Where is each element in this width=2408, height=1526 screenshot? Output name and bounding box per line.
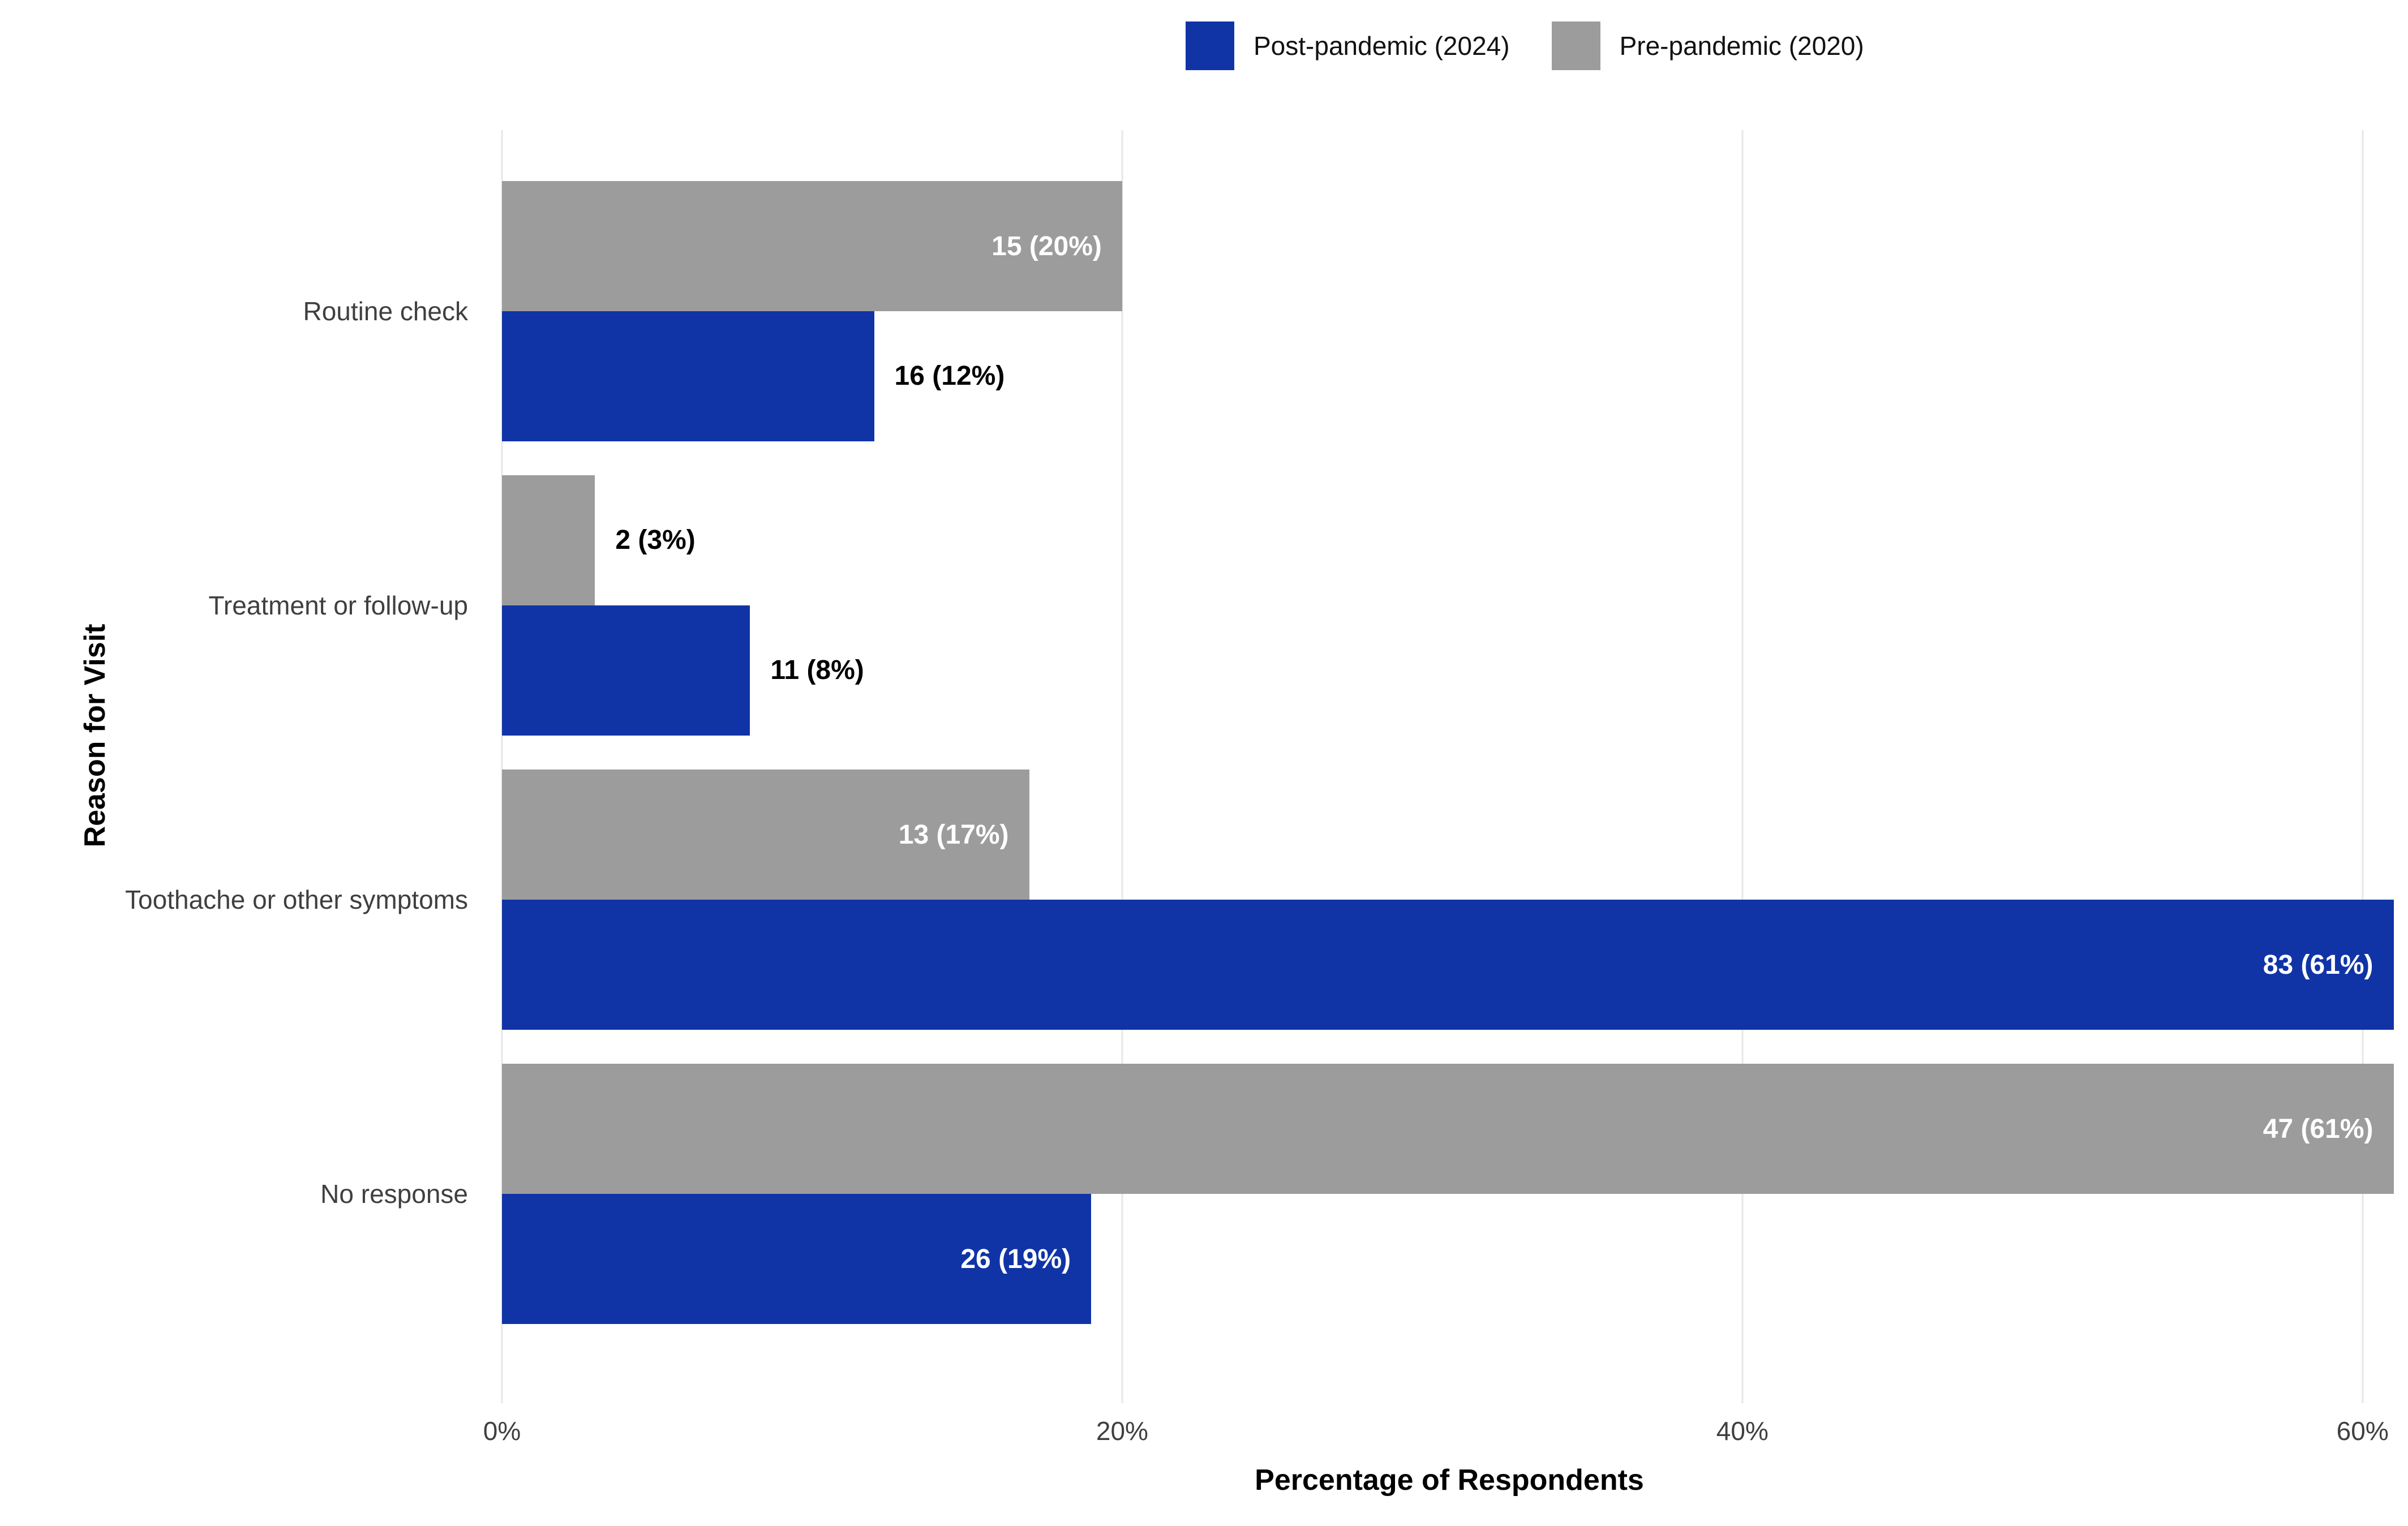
- legend-item-pre-pandemic-2020: Pre-pandemic (2020): [1551, 22, 1864, 70]
- bar-pre-pandemic-2020-no-response: 47 (61%): [502, 1064, 2394, 1194]
- bar-value-label: 47 (61%): [2263, 1114, 2373, 1144]
- gridline-20: [1121, 130, 1123, 1403]
- y-axis-title: Reason for Visit: [79, 624, 111, 848]
- legend-swatch-post-pandemic-2024: [1186, 22, 1234, 70]
- legend-swatch-pre-pandemic-2020: [1551, 22, 1600, 70]
- legend-label-pre-pandemic-2020: Pre-pandemic (2020): [1619, 31, 1864, 61]
- category-label-no-response: No response: [320, 1179, 468, 1209]
- bar-post-pandemic-2024-routine-check: [502, 311, 874, 441]
- bar-post-pandemic-2024-no-response: 26 (19%): [502, 1194, 1092, 1324]
- bar-post-pandemic-2024-toothache-or-other-symptoms: 83 (61%): [502, 900, 2394, 1030]
- bar-value-label: 13 (17%): [898, 819, 1009, 850]
- bar-value-label: 83 (61%): [2263, 949, 2373, 980]
- x-tick-label-20: 20%: [1096, 1416, 1148, 1446]
- bar-pre-pandemic-2020-routine-check: 15 (20%): [502, 181, 1122, 311]
- x-tick-label-40: 40%: [1716, 1416, 1769, 1446]
- category-label-routine-check: Routine check: [303, 296, 469, 326]
- category-label-toothache-or-other-symptoms: Toothache or other symptoms: [125, 885, 468, 914]
- bar-value-label: 15 (20%): [991, 231, 1102, 261]
- bar-value-label: 2 (3%): [615, 525, 696, 555]
- gridline-40: [1741, 130, 1744, 1403]
- bar-pre-pandemic-2020-treatment-or-follow-up: [502, 475, 595, 605]
- x-axis-title: Percentage of Respondents: [1255, 1464, 1644, 1497]
- legend-item-post-pandemic-2024: Post-pandemic (2024): [1186, 22, 1510, 70]
- category-label-treatment-or-follow-up: Treatment or follow-up: [208, 591, 468, 620]
- gridline-0: [501, 130, 503, 1403]
- plot-area: 16 (12%) 15 (20%) 11 (8%) 2 (3%) 83 (61%) 13 …: [501, 130, 2397, 1403]
- bar-value-label: 16 (12%): [894, 361, 1005, 391]
- bar-pre-pandemic-2020-toothache-or-other-symptoms: 13 (17%): [502, 770, 1029, 900]
- legend: Post-pandemic (2024) Pre-pandemic (2020): [1186, 22, 1864, 70]
- gridline-60: [2362, 130, 2364, 1403]
- bar-value-label: 11 (8%): [770, 655, 864, 685]
- bar-value-label: 26 (19%): [960, 1244, 1071, 1274]
- legend-label-post-pandemic-2024: Post-pandemic (2024): [1254, 31, 1510, 61]
- x-tick-label-60: 60%: [2336, 1416, 2389, 1446]
- x-tick-label-0: 0%: [483, 1416, 521, 1446]
- bar-post-pandemic-2024-treatment-or-follow-up: [502, 605, 750, 736]
